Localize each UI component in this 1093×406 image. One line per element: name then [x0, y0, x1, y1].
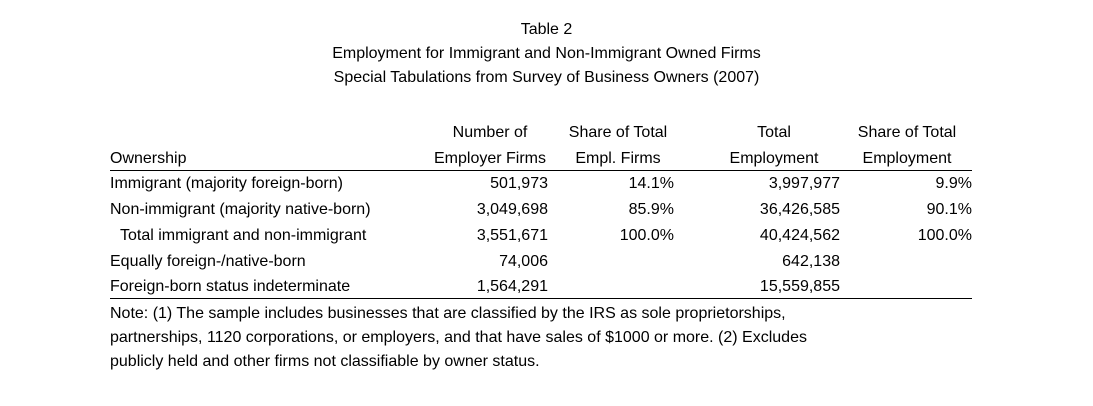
- header-share-employment-line2: Employment: [862, 150, 952, 167]
- note-line: partnerships, 1120 corporations, or empl…: [110, 329, 807, 346]
- table-title: Employment for Immigrant and Non-Immigra…: [332, 45, 761, 62]
- row-label: Non-immigrant (majority native-born): [110, 201, 371, 218]
- employment-table: Number of Share of Total Total Share of …: [110, 120, 972, 300]
- row-share-employment: 90.1%: [926, 201, 972, 218]
- row-employment: 40,424,562: [759, 227, 840, 244]
- header-share-employment-line1: Share of Total: [857, 124, 957, 141]
- row-employment: 15,559,855: [759, 278, 840, 295]
- row-share-firms: 85.9%: [628, 201, 674, 218]
- table-subtitle: Special Tabulations from Survey of Busin…: [333, 69, 760, 86]
- row-share-firms: 14.1%: [628, 175, 674, 192]
- footer-rule: [110, 298, 972, 299]
- table-title-block: Table 2 Employment for Immigrant and Non…: [0, 18, 1093, 90]
- row-firms: 501,973: [490, 175, 548, 192]
- header-firms-line1: Number of: [452, 124, 528, 141]
- header-firms-line2: Employer Firms: [433, 150, 546, 167]
- header-ownership: Ownership: [110, 150, 187, 167]
- row-share-employment: 100.0%: [917, 227, 972, 244]
- row-firms: 74,006: [499, 253, 548, 270]
- row-share-firms: 100.0%: [619, 227, 674, 244]
- table-number: Table 2: [520, 21, 573, 38]
- row-label: Immigrant (majority foreign-born): [110, 175, 343, 192]
- header-share-firms-line1: Share of Total: [568, 124, 668, 141]
- row-employment: 36,426,585: [759, 201, 840, 218]
- row-label: Equally foreign-/native-born: [110, 253, 306, 270]
- row-firms: 3,049,698: [476, 201, 548, 218]
- row-firms: 1,564,291: [476, 278, 548, 295]
- table-note: Note: (1) The sample includes businesses…: [110, 302, 990, 374]
- row-firms: 3,551,671: [476, 227, 548, 244]
- note-line: Note: (1) The sample includes businesses…: [110, 305, 786, 322]
- row-employment: 3,997,977: [768, 175, 840, 192]
- header-rule: [110, 170, 972, 171]
- row-label: Foreign-born status indeterminate: [110, 278, 351, 295]
- row-share-employment: 9.9%: [935, 175, 972, 192]
- row-label: Total immigrant and non-immigrant: [120, 227, 367, 244]
- header-employment-line2: Employment: [729, 150, 819, 167]
- row-employment: 642,138: [782, 253, 840, 270]
- note-line: publicly held and other firms not classi…: [110, 353, 540, 370]
- header-share-firms-line2: Empl. Firms: [575, 150, 661, 167]
- header-employment-line1: Total: [757, 124, 791, 141]
